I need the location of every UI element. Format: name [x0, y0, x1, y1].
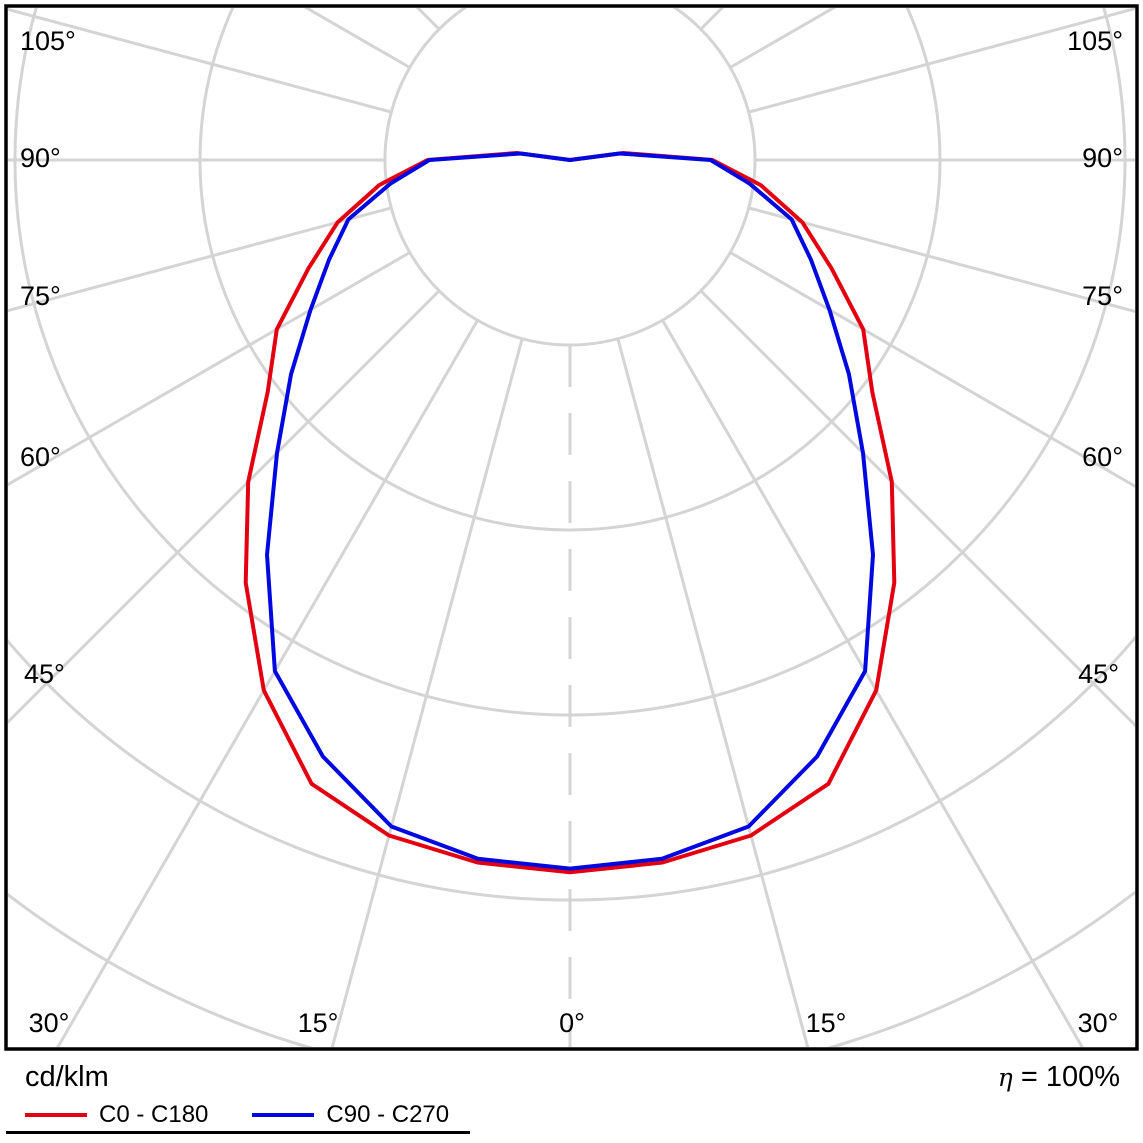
legend-item-c90-c270: C90 - C270 — [252, 1101, 449, 1129]
grid-spoke-30 — [661, 319, 1084, 1047]
angle-label-5: 105° — [1067, 26, 1123, 56]
angle-label-10: 30° — [29, 1008, 70, 1038]
curve-c90-c270 — [265, 151, 875, 871]
grid-spoke-300 — [8, 251, 411, 487]
eta-symbol: η — [997, 1063, 1013, 1092]
curve-c0-c180 — [243, 151, 897, 875]
grid-spoke-330 — [56, 319, 479, 1047]
grid-spoke-285 — [8, 206, 392, 313]
angle-label-7: 75° — [1082, 281, 1123, 311]
angle-label-8: 60° — [1082, 442, 1123, 472]
eta-value: = 100% — [1012, 1061, 1120, 1093]
grid-ring-1 — [383, 8, 757, 347]
angle-label-11: 15° — [298, 1008, 339, 1038]
grid-spoke-60 — [729, 251, 1135, 488]
grid-spoke-345 — [330, 338, 524, 1047]
angle-labels: 105° 90° 75° 60° 45° 105° 90° 75° 60° 45° 30° 15° 0°… — [20, 26, 1123, 1038]
angle-label-2: 75° — [20, 281, 61, 311]
grid-spoke-105 — [748, 8, 1135, 114]
angle-label-14: 30° — [1078, 1008, 1119, 1038]
angle-label-6: 90° — [1082, 143, 1123, 173]
angle-label-12: 0° — [559, 1008, 585, 1038]
angle-label-13: 15° — [806, 1008, 847, 1038]
plot-border — [4, 4, 1139, 1051]
grid-spoke-315 — [8, 289, 441, 725]
angle-label-4: 45° — [24, 659, 65, 689]
grid-spoke-45 — [699, 289, 1135, 728]
angle-label-9: 45° — [1078, 659, 1119, 689]
legend-underline — [6, 1131, 470, 1134]
grid-spoke-75 — [748, 206, 1135, 313]
angle-label-0: 105° — [20, 26, 76, 56]
grid-spoke-15 — [616, 338, 810, 1047]
unit-label: cd/klm — [25, 1061, 109, 1093]
angle-label-1: 90° — [20, 143, 61, 173]
intensity-curves — [243, 151, 897, 875]
legend-swatch-c90-c270 — [252, 1113, 315, 1117]
legend-swatch-c0-c180 — [25, 1113, 87, 1117]
legend-label-c0-c180: C0 - C180 — [99, 1101, 209, 1128]
legend-item-c0-c180: C0 - C180 — [25, 1101, 208, 1129]
legend: C0 - C180 C90 - C270 — [25, 1101, 449, 1129]
grid-spoke-255 — [8, 8, 392, 114]
angle-label-3: 60° — [20, 442, 61, 472]
legend-label-c90-c270: C90 - C270 — [326, 1101, 450, 1128]
efficiency-label: η = 100% — [997, 1061, 1120, 1094]
